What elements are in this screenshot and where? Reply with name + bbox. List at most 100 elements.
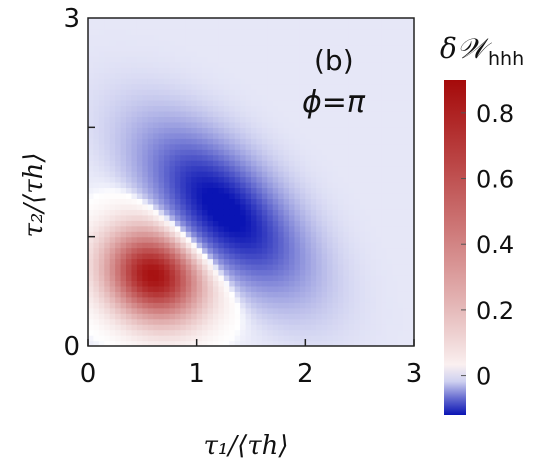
heatmap-cell	[375, 329, 382, 336]
heatmap-cell	[196, 100, 203, 107]
heatmap-cell	[289, 56, 296, 63]
heatmap-cell	[375, 285, 382, 292]
heatmap-cell	[180, 171, 187, 178]
heatmap-cell	[310, 50, 317, 57]
heatmap-cell	[267, 225, 274, 232]
heatmap-cell	[88, 94, 95, 101]
heatmap-cell	[202, 313, 209, 320]
heatmap-cell	[289, 324, 296, 331]
heatmap-cell	[131, 121, 138, 128]
heatmap-cell	[365, 154, 372, 161]
heatmap-cell	[365, 149, 372, 156]
heatmap-cell	[375, 296, 382, 303]
heatmap-cell	[142, 324, 149, 331]
heatmap-cell	[337, 160, 344, 167]
heatmap-cell	[104, 340, 111, 346]
heatmap-cell	[191, 23, 198, 30]
heatmap-cell	[240, 89, 247, 96]
heatmap-cell	[272, 72, 279, 79]
heatmap-cell	[321, 247, 328, 254]
heatmap-cell	[136, 143, 143, 150]
heatmap-cell	[131, 209, 138, 216]
heatmap-cell	[126, 23, 133, 30]
heatmap-cell	[278, 318, 285, 325]
heatmap-cell	[397, 160, 404, 167]
heatmap-cell	[278, 253, 285, 260]
heatmap-cell	[185, 198, 192, 205]
heatmap-cell	[142, 149, 149, 156]
heatmap-cell	[136, 110, 143, 117]
heatmap-cell	[126, 203, 133, 210]
heatmap-cell	[370, 171, 377, 178]
heatmap-cell	[359, 225, 366, 232]
heatmap-cell	[234, 116, 241, 123]
heatmap-cell	[212, 280, 219, 287]
heatmap-cell	[316, 313, 323, 320]
heatmap-cell	[218, 149, 225, 156]
heatmap-cell	[191, 127, 198, 134]
heatmap-cell	[245, 149, 252, 156]
heatmap-cell	[261, 18, 268, 25]
heatmap-cell	[375, 274, 382, 281]
heatmap-cell	[294, 72, 301, 79]
heatmap-cell	[305, 78, 312, 85]
heatmap-cell	[310, 18, 317, 25]
heatmap-cell	[337, 258, 344, 265]
heatmap-cell	[365, 231, 372, 238]
heatmap-cell	[136, 231, 143, 238]
heatmap-cell	[321, 253, 328, 260]
heatmap-cell	[305, 198, 312, 205]
heatmap-cell	[365, 105, 372, 112]
heatmap-cell	[120, 39, 127, 46]
heatmap-cell	[397, 269, 404, 276]
heatmap-cell	[392, 209, 399, 216]
heatmap-cell	[408, 236, 414, 243]
heatmap-cell	[408, 258, 414, 265]
heatmap-cell	[153, 182, 160, 189]
heatmap-cell	[256, 149, 263, 156]
heatmap-cell	[321, 34, 328, 41]
heatmap-cell	[294, 291, 301, 298]
heatmap-cell	[327, 214, 334, 221]
heatmap-cell	[196, 335, 203, 342]
heatmap-cell	[229, 45, 236, 52]
heatmap-cell	[403, 302, 410, 309]
heatmap-cell	[375, 89, 382, 96]
heatmap-cell	[354, 171, 361, 178]
heatmap-cell	[202, 318, 209, 325]
heatmap-cell	[218, 324, 225, 331]
heatmap-cell	[153, 236, 160, 243]
heatmap-cell	[212, 324, 219, 331]
heatmap-cell	[267, 274, 274, 281]
heatmap-cell	[310, 116, 317, 123]
heatmap-cell	[212, 231, 219, 238]
heatmap-cell	[359, 94, 366, 101]
heatmap-cell	[212, 100, 219, 107]
heatmap-cell	[98, 264, 105, 271]
heatmap-cell	[126, 335, 133, 342]
heatmap-cell	[408, 318, 414, 325]
heatmap-cell	[343, 160, 350, 167]
heatmap-cell	[180, 50, 187, 57]
heatmap-cell	[392, 89, 399, 96]
heatmap-cell	[267, 149, 274, 156]
heatmap-cell	[397, 100, 404, 107]
heatmap-cell	[136, 165, 143, 172]
heatmap-cell	[196, 307, 203, 314]
heatmap-cell	[375, 100, 382, 107]
heatmap-cell	[93, 34, 100, 41]
heatmap-cell	[294, 269, 301, 276]
heatmap-cell	[381, 56, 388, 63]
heatmap-cell	[294, 160, 301, 167]
heatmap-cell	[98, 78, 105, 85]
heatmap-cell	[229, 182, 236, 189]
heatmap-cell	[272, 214, 279, 221]
heatmap-cell	[337, 83, 344, 90]
heatmap-cell	[115, 264, 122, 271]
heatmap-cell	[153, 45, 160, 52]
heatmap-cell	[174, 187, 181, 194]
heatmap-cell	[98, 214, 105, 221]
heatmap-cell	[256, 214, 263, 221]
heatmap-cell	[403, 143, 410, 150]
heatmap-cell	[278, 28, 285, 35]
